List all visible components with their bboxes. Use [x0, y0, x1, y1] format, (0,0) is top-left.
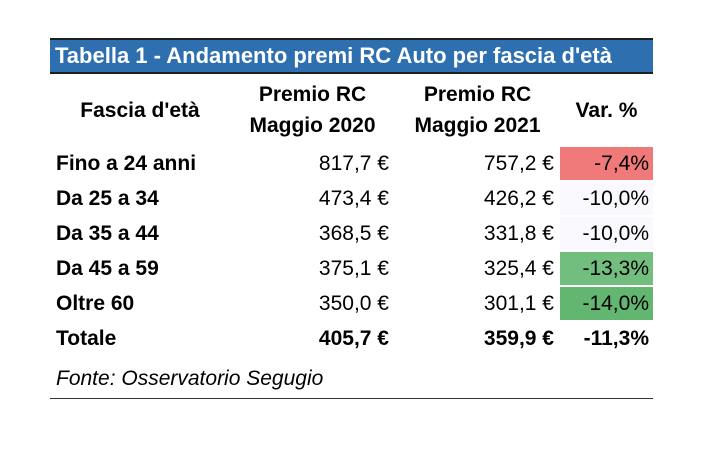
- header-fascia: Fascia d'età: [80, 98, 200, 122]
- header-premio-2020-line2: Maggio 2020: [249, 114, 376, 137]
- table-total-row: Totale 405,7 € 359,9 € -11,3%: [50, 321, 653, 356]
- table-row: Da 45 a 59 375,1 € 325,4 € -13,3%: [50, 251, 653, 286]
- table-row: Da 25 a 34 473,4 € 426,2 € -10,0%: [50, 181, 653, 216]
- premium-table: Tabella 1 - Andamento premi RC Auto per …: [50, 38, 653, 399]
- row-premio-2020: 350,0 €: [318, 291, 389, 315]
- row-premio-2021: 301,1 €: [483, 291, 554, 315]
- table-row: Oltre 60 350,0 € 301,1 € -14,0%: [50, 286, 653, 321]
- total-var: -11,3%: [583, 326, 649, 350]
- table-title: Tabella 1 - Andamento premi RC Auto per …: [50, 38, 653, 72]
- row-fascia: Oltre 60: [56, 291, 135, 315]
- row-premio-2020: 375,1 €: [318, 256, 389, 280]
- header-premio-2021-line1: Premio RC: [423, 83, 532, 106]
- row-premio-2020: 817,7 €: [318, 151, 389, 175]
- header-premio-2020: Premio RC Maggio 2020: [230, 79, 395, 141]
- row-premio-2021: 325,4 €: [483, 256, 554, 280]
- total-label: Totale: [56, 326, 117, 350]
- table-header-row: Fascia d'età Premio RC Maggio 2020 Premi…: [50, 72, 653, 146]
- table-row: Fino a 24 anni 817,7 € 757,2 € -7,4%: [50, 146, 653, 181]
- row-premio-2020: 368,5 €: [318, 221, 389, 245]
- header-premio-2021-line2: Maggio 2021: [414, 114, 541, 137]
- row-premio-2021: 757,2 €: [483, 151, 554, 175]
- row-var: -13,3%: [560, 252, 653, 285]
- row-var: -7,4%: [560, 147, 653, 180]
- table-row: Da 35 a 44 368,5 € 331,8 € -10,0%: [50, 216, 653, 251]
- header-var: Var. %: [575, 98, 638, 122]
- row-var: -10,0%: [560, 182, 653, 215]
- row-premio-2020: 473,4 €: [318, 186, 389, 210]
- total-premio-2020: 405,7 €: [318, 326, 389, 350]
- row-fascia: Fino a 24 anni: [56, 151, 197, 175]
- row-var: -10,0%: [560, 217, 653, 250]
- header-premio-2021: Premio RC Maggio 2021: [395, 79, 560, 141]
- total-premio-2021: 359,9 €: [483, 326, 554, 350]
- row-premio-2021: 331,8 €: [483, 221, 554, 245]
- row-fascia: Da 35 a 44: [56, 221, 159, 245]
- header-premio-2020-line1: Premio RC: [258, 83, 367, 106]
- source-note: Fonte: Osservatorio Segugio: [50, 360, 653, 399]
- row-var: -14,0%: [560, 287, 653, 320]
- row-fascia: Da 45 a 59: [56, 256, 159, 280]
- row-premio-2021: 426,2 €: [483, 186, 554, 210]
- row-fascia: Da 25 a 34: [56, 186, 159, 210]
